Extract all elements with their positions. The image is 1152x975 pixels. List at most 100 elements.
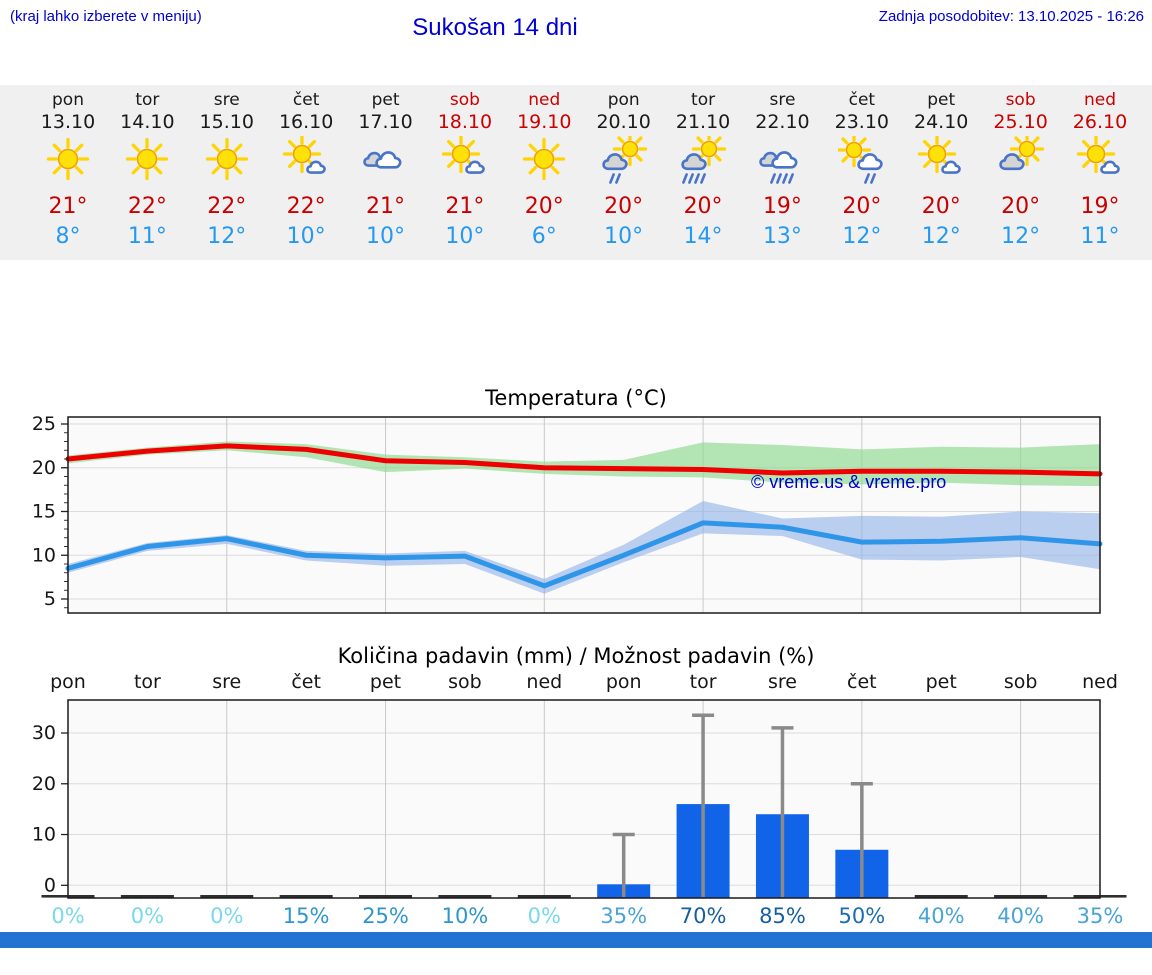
weather-icon-mostly-sunny bbox=[918, 134, 962, 174]
precip-percent-label: 35% bbox=[1077, 904, 1124, 928]
forecast-day-column: pet 24.10 20° 12° bbox=[902, 85, 981, 260]
weather-icon-partly-cloudy bbox=[998, 131, 1044, 171]
low-temp-label: 10° bbox=[604, 224, 644, 249]
forecast-day-column: pon 13.10 21° 8° bbox=[28, 85, 107, 260]
low-temp-label: 11° bbox=[127, 224, 167, 249]
svg-text:ned: ned bbox=[1082, 671, 1118, 693]
precip-zero-bar bbox=[994, 895, 1048, 898]
forecast-day-column: čet 23.10 20° 12° bbox=[822, 85, 901, 260]
svg-text:tor: tor bbox=[134, 671, 161, 693]
high-temp-label: 21° bbox=[445, 194, 485, 219]
precip-percent-label: 50% bbox=[839, 904, 886, 928]
day-name-label: tor bbox=[135, 90, 160, 110]
high-temp-label: 20° bbox=[1001, 194, 1041, 219]
day-date-label: 20.10 bbox=[596, 111, 651, 133]
precip-zero-bar bbox=[200, 895, 254, 898]
weather-icon-sun-rain-showers bbox=[836, 132, 883, 184]
day-date-label: 19.10 bbox=[517, 111, 572, 133]
svg-text:sob: sob bbox=[1004, 671, 1038, 693]
weather-icon-sunny bbox=[523, 137, 566, 181]
precipitation-chart: pon tor sre čet pet sob ned pon tor sre čet pet sob n… bbox=[32, 671, 1127, 928]
forecast-day-column: tor 21.10 20° 14° bbox=[663, 85, 742, 260]
weather-icon-rain bbox=[759, 151, 798, 184]
weather-icon-cell bbox=[346, 136, 425, 191]
day-name-label: čet bbox=[292, 90, 320, 110]
min-temp-line bbox=[65, 520, 1103, 589]
high-temp-label: 22° bbox=[286, 194, 326, 219]
high-temp-label: 21° bbox=[48, 194, 88, 219]
svg-text:0: 0 bbox=[44, 874, 56, 896]
forecast-day-column: pet 17.10 21° 10° bbox=[346, 85, 425, 260]
forecast-day-column: sob 18.10 21° 10° bbox=[425, 85, 504, 260]
page-title: Sukošan 14 dni bbox=[412, 14, 578, 41]
high-temp-label: 20° bbox=[683, 194, 723, 219]
precip-percent-label: 0% bbox=[528, 904, 561, 928]
svg-text:pet: pet bbox=[926, 671, 957, 693]
svg-text:pon: pon bbox=[606, 671, 642, 693]
precip-percent-label: 10% bbox=[442, 904, 489, 928]
watermark-text: © vreme.us & vreme.pro bbox=[751, 472, 946, 492]
precip-zero-bar bbox=[279, 895, 333, 898]
weather-icon-cell bbox=[266, 134, 345, 191]
high-temp-label: 19° bbox=[762, 194, 802, 219]
precip-percent-label: 35% bbox=[600, 904, 647, 928]
forecast-day-column: sre 22.10 19° 13° bbox=[743, 85, 822, 260]
precip-percent-label: 85% bbox=[759, 904, 806, 928]
weather-icon-cloudy bbox=[362, 151, 401, 169]
svg-text:ned: ned bbox=[526, 671, 562, 693]
precip-percent-label: 0% bbox=[131, 904, 164, 928]
day-name-label: pet bbox=[927, 90, 956, 110]
low-temp-label: 12° bbox=[207, 224, 247, 249]
weather-icon-cell bbox=[902, 134, 981, 191]
weather-icon-rain-showers bbox=[681, 131, 727, 184]
precip-percent-label: 15% bbox=[283, 904, 330, 928]
forecast-day-column: sre 15.10 22° 12° bbox=[187, 85, 266, 260]
precip-zero-bar bbox=[914, 895, 968, 898]
weather-icon-cell bbox=[505, 136, 584, 191]
svg-text:10: 10 bbox=[32, 824, 56, 846]
day-name-label: sre bbox=[769, 90, 796, 110]
high-temp-label: 20° bbox=[604, 194, 644, 219]
weather-icon-cell bbox=[663, 131, 742, 191]
precip-percent-labels: 0% 0% 0% 15% 25% 10% 0% 35% 70% 85% 50% 40% 40% 35% bbox=[51, 904, 1123, 928]
precip-zero-bar bbox=[359, 895, 413, 898]
low-temp-label: 11° bbox=[1080, 224, 1120, 249]
svg-text:sre: sre bbox=[768, 671, 797, 693]
svg-text:25: 25 bbox=[32, 413, 56, 435]
temperature-chart-title: Temperatura (°C) bbox=[485, 386, 667, 410]
high-temp-label: 20° bbox=[842, 194, 882, 219]
precipitation-chart-title: Količina padavin (mm) / Možnost padavin … bbox=[337, 644, 815, 668]
svg-text:pet: pet bbox=[370, 671, 401, 693]
day-name-label: ned bbox=[1083, 90, 1116, 110]
svg-text:pon: pon bbox=[50, 671, 86, 693]
low-temp-label: 10° bbox=[286, 224, 326, 249]
svg-text:10: 10 bbox=[32, 544, 56, 566]
day-date-label: 17.10 bbox=[358, 111, 413, 133]
day-name-label: pon bbox=[52, 90, 84, 110]
forecast-day-column: čet 16.10 22° 10° bbox=[266, 85, 345, 260]
precip-percent-label: 0% bbox=[51, 904, 84, 928]
low-temp-label: 10° bbox=[366, 224, 406, 249]
weather-icon-cell bbox=[822, 132, 901, 191]
day-name-label: pet bbox=[371, 90, 400, 110]
day-date-label: 22.10 bbox=[755, 111, 810, 133]
svg-text:5: 5 bbox=[44, 588, 56, 610]
weather-icon-cell bbox=[1060, 134, 1139, 191]
svg-text:čet: čet bbox=[291, 671, 321, 693]
y-axis: 0 10 20 30 bbox=[32, 722, 68, 896]
weather-icon-sunny bbox=[126, 137, 169, 181]
weather-icon-cell bbox=[584, 131, 663, 191]
low-temp-label: 12° bbox=[842, 224, 882, 249]
precip-percent-label: 40% bbox=[997, 904, 1044, 928]
weather-icon-mostly-sunny bbox=[1076, 134, 1120, 174]
precip-percent-label: 25% bbox=[362, 904, 409, 928]
svg-text:tor: tor bbox=[690, 671, 717, 693]
forecast-strip: pon 13.10 21° 8° tor 14.10 22° 11° sre 15.10 22° 12… bbox=[0, 85, 1152, 260]
day-date-label: 16.10 bbox=[278, 111, 334, 133]
weather-icon-cell bbox=[108, 136, 187, 191]
day-name-label: tor bbox=[691, 90, 716, 110]
precip-error-whiskers bbox=[612, 713, 873, 897]
day-name-label: sob bbox=[1005, 90, 1036, 110]
precip-percent-label: 70% bbox=[680, 904, 727, 928]
footer-bar bbox=[0, 932, 1152, 948]
